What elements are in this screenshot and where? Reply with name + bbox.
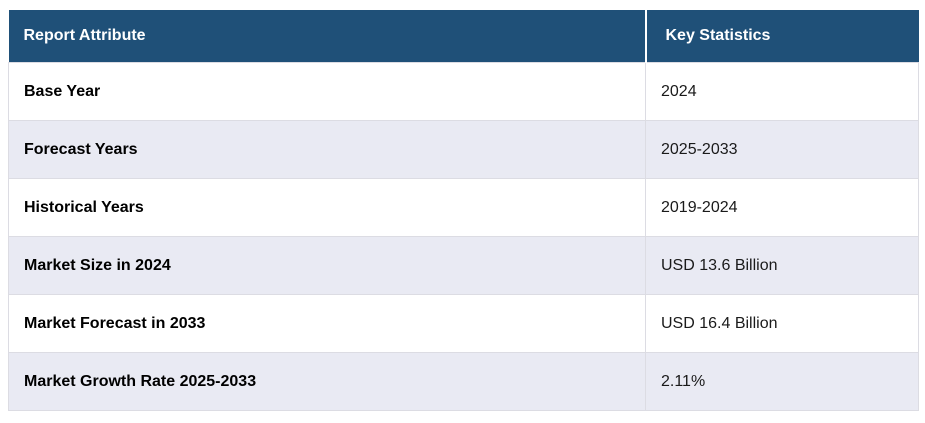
table-row: Market Size in 2024 USD 13.6 Billion — [8, 236, 919, 295]
report-statistics-table: Report Attribute Key Statistics Base Yea… — [8, 10, 919, 411]
table-row: Forecast Years 2025-2033 — [8, 120, 919, 179]
report-attribute-cell: Forecast Years — [8, 120, 646, 179]
table-row: Base Year 2024 — [8, 62, 919, 121]
key-statistic-cell: USD 13.6 Billion — [645, 236, 919, 295]
report-attribute-cell: Market Forecast in 2033 — [8, 294, 646, 353]
report-attribute-cell: Base Year — [8, 62, 646, 121]
table-header-row: Report Attribute Key Statistics — [8, 10, 919, 63]
table-row: Market Forecast in 2033 USD 16.4 Billion — [8, 294, 919, 353]
report-attribute-cell: Historical Years — [8, 178, 646, 237]
report-attribute-cell: Market Growth Rate 2025-2033 — [8, 352, 646, 411]
key-statistic-cell: 2025-2033 — [645, 120, 919, 179]
table-row: Market Growth Rate 2025-2033 2.11% — [8, 352, 919, 411]
report-statistics-panel: Report Attribute Key Statistics Base Yea… — [8, 10, 919, 411]
key-statistic-cell: 2024 — [645, 62, 919, 121]
key-statistic-cell: 2019-2024 — [645, 178, 919, 237]
key-statistic-cell: 2.11% — [645, 352, 919, 411]
table-row: Historical Years 2019-2024 — [8, 178, 919, 237]
report-attribute-cell: Market Size in 2024 — [8, 236, 646, 295]
key-statistic-cell: USD 16.4 Billion — [645, 294, 919, 353]
column-header-report-attribute: Report Attribute — [8, 10, 647, 63]
column-header-key-statistics: Key Statistics — [645, 10, 919, 63]
table-body: Base Year 2024 Forecast Years 2025-2033 Hist… — [8, 62, 919, 411]
